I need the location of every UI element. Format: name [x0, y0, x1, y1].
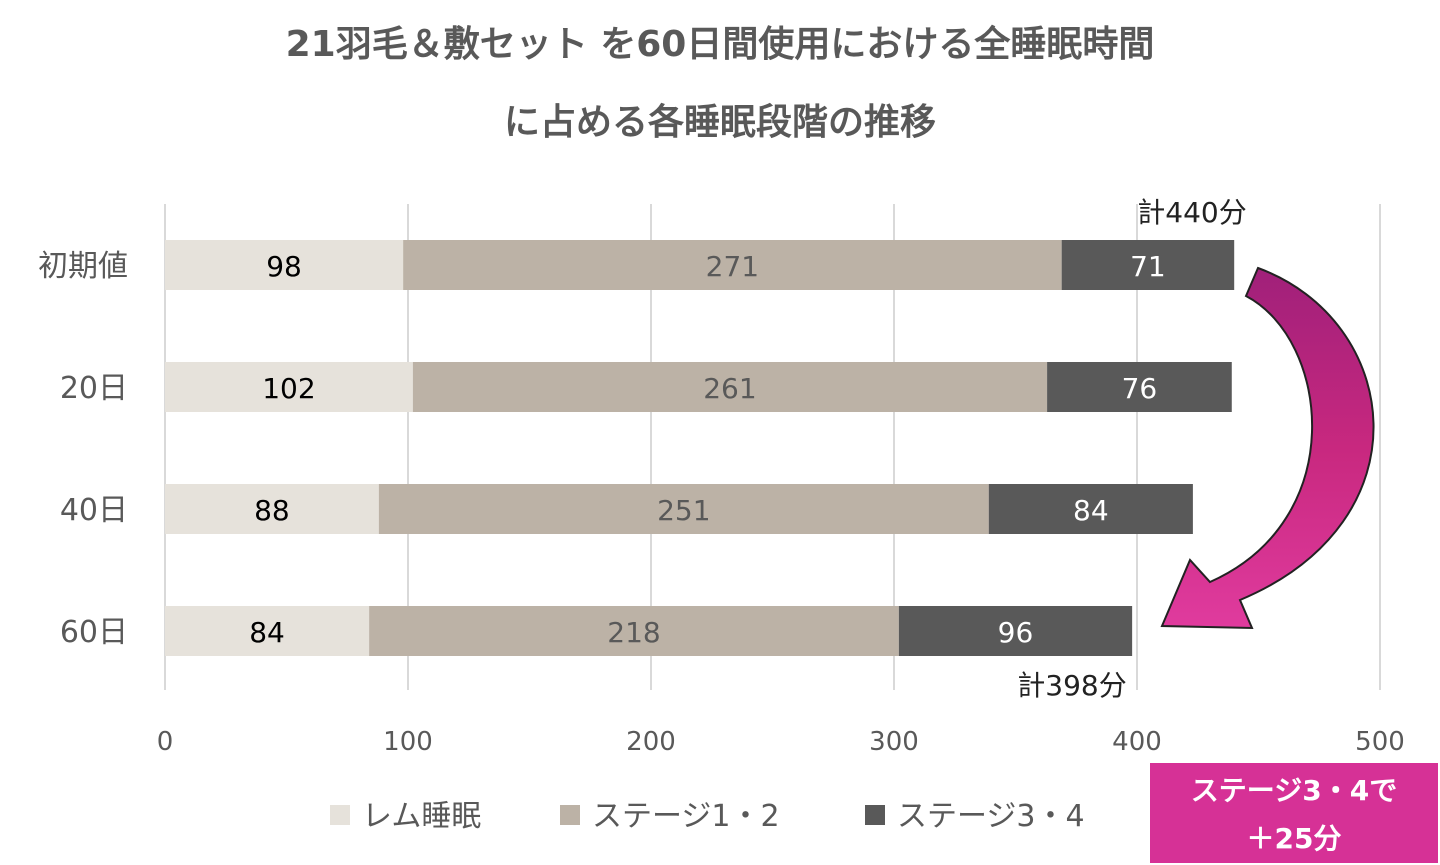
callout-line-1: ステージ3・4で: [1191, 774, 1397, 807]
category-label: 初期値: [38, 249, 128, 284]
x-tick-label: 400: [1112, 727, 1162, 757]
bar-value-label: 98: [266, 250, 302, 283]
legend: レム睡眠 ステージ1・2 ステージ3・4: [330, 799, 1085, 834]
bar-value-label: 84: [1073, 494, 1109, 527]
category-label: 20日: [60, 371, 128, 406]
x-tick-label: 0: [157, 727, 174, 757]
bar-value-label: 218: [607, 616, 660, 649]
category-label: 60日: [60, 615, 128, 650]
chart-title-line-2: に占める各睡眠段階の推移: [504, 102, 936, 143]
bar-value-label: 102: [262, 372, 315, 405]
category-label: 40日: [60, 493, 128, 528]
legend-swatch: [330, 805, 350, 825]
bar-value-label: 271: [706, 250, 759, 283]
bar-segment: [412, 362, 1048, 412]
bar-segment: [165, 240, 404, 290]
bar-segment: [369, 606, 899, 656]
bar-segment: [898, 606, 1133, 656]
legend-label: ステージ1・2: [592, 799, 780, 834]
bar-value-label: 261: [703, 372, 756, 405]
bar-segment: [403, 240, 1062, 290]
curved-arrow-icon: [1160, 266, 1375, 630]
callout-line-2: ＋25分: [1247, 822, 1342, 855]
bar-segment: [165, 484, 379, 534]
bar-value-label: 71: [1130, 250, 1166, 283]
legend-swatch: [865, 805, 885, 825]
total-label-last: 計398分: [1017, 669, 1126, 702]
x-tick-label: 300: [869, 727, 919, 757]
legend-swatch: [560, 805, 580, 825]
bar-segment: [988, 484, 1193, 534]
bar-value-label: 76: [1122, 372, 1158, 405]
legend-label: ステージ3・4: [897, 799, 1085, 834]
bar-value-label: 251: [657, 494, 710, 527]
callout-box: [1150, 763, 1438, 863]
x-tick-label: 200: [626, 727, 676, 757]
chart-title-line-1: 21羽毛＆敷セット を60日間使用における全睡眠時間: [286, 23, 1155, 65]
bar-segment: [165, 606, 370, 656]
category-labels: 初期値 20日 40日 60日: [38, 249, 128, 650]
x-tick-label: 500: [1355, 727, 1405, 757]
x-tick-label: 100: [383, 727, 433, 757]
bar-value-label: 88: [254, 494, 290, 527]
x-tick-labels: 0 100 200 300 400 500: [157, 727, 1405, 757]
bar-segment: [1061, 240, 1235, 290]
bar-segment: [165, 362, 413, 412]
bar-value-label: 84: [249, 616, 285, 649]
bar-value-label: 96: [998, 616, 1034, 649]
total-label-first: 計440分: [1137, 196, 1246, 229]
legend-label: レム睡眠: [362, 799, 481, 834]
bar-segment: [1047, 362, 1232, 412]
bar-segment: [378, 484, 989, 534]
bars-layer: 98 271 71 102 261 76 88 251 84 84 218 96: [165, 240, 1235, 656]
